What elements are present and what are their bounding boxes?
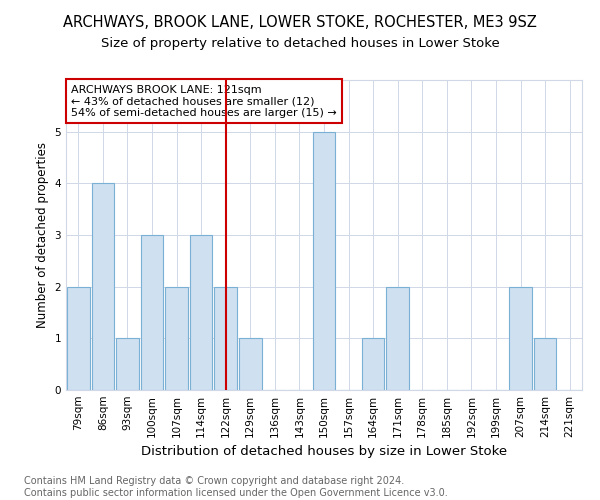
Y-axis label: Number of detached properties: Number of detached properties [36,142,49,328]
Text: Size of property relative to detached houses in Lower Stoke: Size of property relative to detached ho… [101,38,499,51]
Bar [509,286,532,390]
Bar [239,338,262,390]
Bar [362,338,385,390]
Bar [386,286,409,390]
X-axis label: Distribution of detached houses by size in Lower Stoke: Distribution of detached houses by size … [141,446,507,458]
Text: ARCHWAYS BROOK LANE: 121sqm
← 43% of detached houses are smaller (12)
54% of sem: ARCHWAYS BROOK LANE: 121sqm ← 43% of det… [71,84,337,118]
Bar [116,338,139,390]
Bar [313,132,335,390]
Bar [534,338,556,390]
Bar [190,235,212,390]
Text: Contains HM Land Registry data © Crown copyright and database right 2024.
Contai: Contains HM Land Registry data © Crown c… [24,476,448,498]
Bar [165,286,188,390]
Bar [67,286,89,390]
Text: ARCHWAYS, BROOK LANE, LOWER STOKE, ROCHESTER, ME3 9SZ: ARCHWAYS, BROOK LANE, LOWER STOKE, ROCHE… [63,15,537,30]
Bar [140,235,163,390]
Bar [92,184,114,390]
Bar [214,286,237,390]
